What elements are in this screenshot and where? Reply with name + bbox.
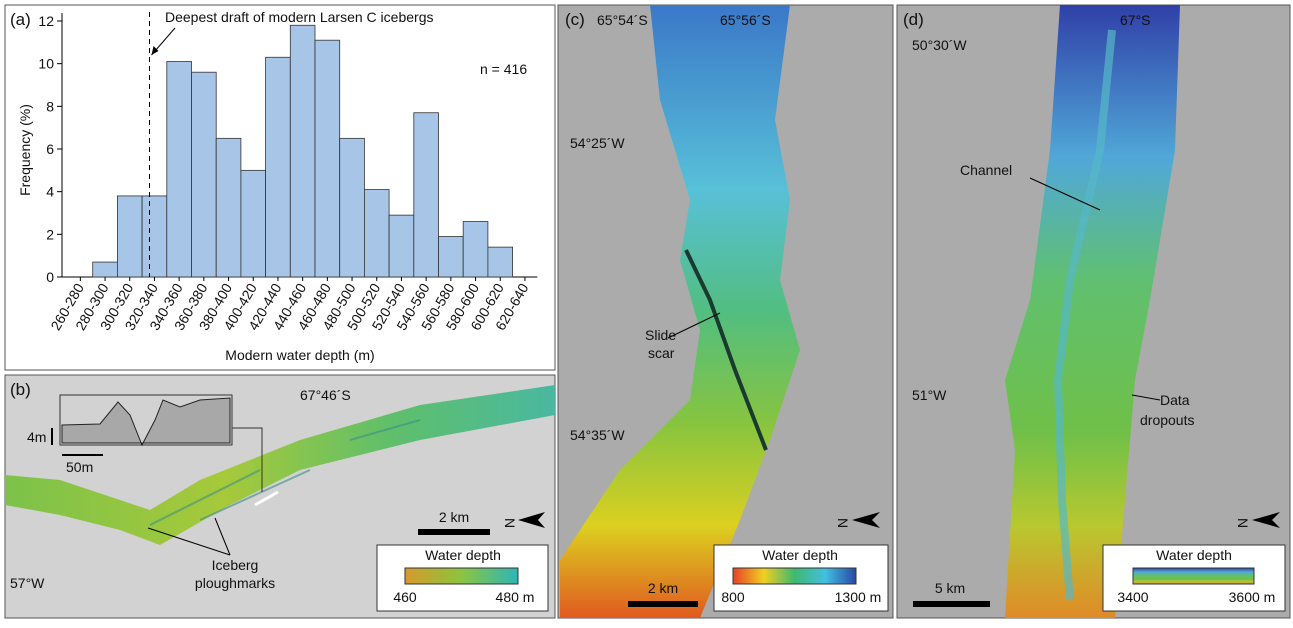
- arrow: [1029, 177, 1101, 211]
- panel-label: (c): [565, 10, 585, 29]
- legend-max: 3600 m: [1229, 589, 1276, 605]
- latitude: 67°S: [1120, 12, 1151, 28]
- bar: [92, 261, 118, 278]
- leader: [232, 427, 263, 492]
- legend-max: 1300 m: [835, 589, 882, 605]
- n-label: n = 416: [480, 61, 527, 77]
- y-tick-label: 2: [46, 226, 54, 242]
- scale-label: 2 km: [648, 580, 678, 596]
- arrow: [147, 527, 231, 556]
- north-label: N: [835, 518, 851, 528]
- longitude: 57°W: [10, 575, 45, 591]
- arrow: [667, 312, 721, 339]
- bar: [289, 24, 316, 278]
- bar: [487, 246, 513, 278]
- ploughmark: [149, 419, 421, 526]
- note: Slide: [645, 327, 676, 343]
- x-axis-label: Modern water depth (m): [225, 347, 374, 363]
- channel: [1053, 29, 1116, 601]
- legend-title: Water depth: [425, 547, 501, 563]
- longitude: 54°35´W: [570, 427, 625, 443]
- latitude: 67°46´S: [300, 387, 351, 403]
- longitude: 54°25´W: [570, 135, 625, 151]
- arrow: [1131, 394, 1161, 401]
- draft-arrowhead: [151, 46, 159, 55]
- panel-label: (a): [10, 10, 31, 29]
- slide-scar: [684, 249, 768, 451]
- bar: [462, 221, 489, 278]
- bar: [438, 236, 464, 278]
- bar: [117, 195, 143, 278]
- legend-max: 480 m: [496, 589, 535, 605]
- profile-height: 4m: [27, 429, 46, 445]
- colorbar: [1132, 567, 1255, 585]
- bar: [166, 61, 192, 278]
- bar: [314, 39, 341, 278]
- longitude: 51°W: [912, 387, 947, 403]
- legend-min: 3400: [1117, 589, 1148, 605]
- panel-label: (b): [10, 380, 31, 399]
- arrow: [214, 517, 231, 556]
- colorbar: [732, 567, 857, 585]
- latitude: 65°56´S: [720, 12, 771, 28]
- legend-min: 460: [393, 589, 417, 605]
- north-arrow: [1252, 512, 1280, 528]
- y-tick-label: 12: [38, 13, 54, 29]
- bar: [363, 189, 390, 278]
- bathymetry: [1005, 5, 1180, 618]
- panel-c: (c) 65°54´S 65°56´S 54°25´W 54°35´W Slid…: [557, 4, 894, 619]
- scale-label: 5 km: [935, 580, 965, 596]
- y-tick-label: 0: [46, 269, 54, 285]
- bathymetry: [5, 385, 555, 545]
- y-tick-label: 4: [46, 184, 54, 200]
- profile-width: 50m: [66, 459, 93, 475]
- bar: [215, 137, 242, 278]
- legend-title: Water depth: [762, 547, 838, 563]
- annotation: Deepest draft of modern Larsen C iceberg…: [165, 9, 433, 25]
- latitude: 65°54´S: [597, 12, 648, 28]
- north-arrow: [852, 512, 880, 528]
- scale-label: 2 km: [439, 509, 469, 525]
- note: Data: [1160, 392, 1190, 408]
- bar: [413, 112, 439, 278]
- bar: [388, 214, 415, 278]
- bar: [240, 169, 266, 278]
- legend-title: Water depth: [1156, 547, 1232, 563]
- colorbar: [404, 567, 519, 585]
- north-arrow: [518, 512, 545, 528]
- bathymetry: [560, 5, 800, 618]
- y-tick-label: 8: [46, 98, 54, 114]
- north-label: N: [1235, 518, 1251, 528]
- note: Channel: [960, 162, 1012, 178]
- note: scar: [648, 345, 675, 361]
- y-tick-label: 6: [46, 141, 54, 157]
- north-label: N: [502, 518, 518, 528]
- bar: [191, 71, 217, 278]
- note: Iceberg: [212, 557, 259, 573]
- bar: [339, 137, 365, 278]
- panel-b: (b) 67°46´S 4m 50m 57°W Iceberg ploughma…: [4, 374, 556, 619]
- panel-label: (d): [903, 10, 924, 29]
- legend-min: 800: [721, 589, 745, 605]
- y-axis-label: Frequency (%): [17, 104, 33, 196]
- bar: [141, 195, 168, 278]
- profile: [61, 397, 231, 447]
- panel-d: (d) 67°S 50°30´W 51°W Channel Data dropo…: [896, 4, 1291, 619]
- note: dropouts: [1140, 412, 1194, 428]
- profile-line: [254, 490, 279, 507]
- bar: [265, 56, 291, 278]
- longitude: 50°30´W: [912, 37, 967, 53]
- note: ploughmarks: [195, 575, 275, 591]
- y-tick-label: 10: [38, 56, 54, 72]
